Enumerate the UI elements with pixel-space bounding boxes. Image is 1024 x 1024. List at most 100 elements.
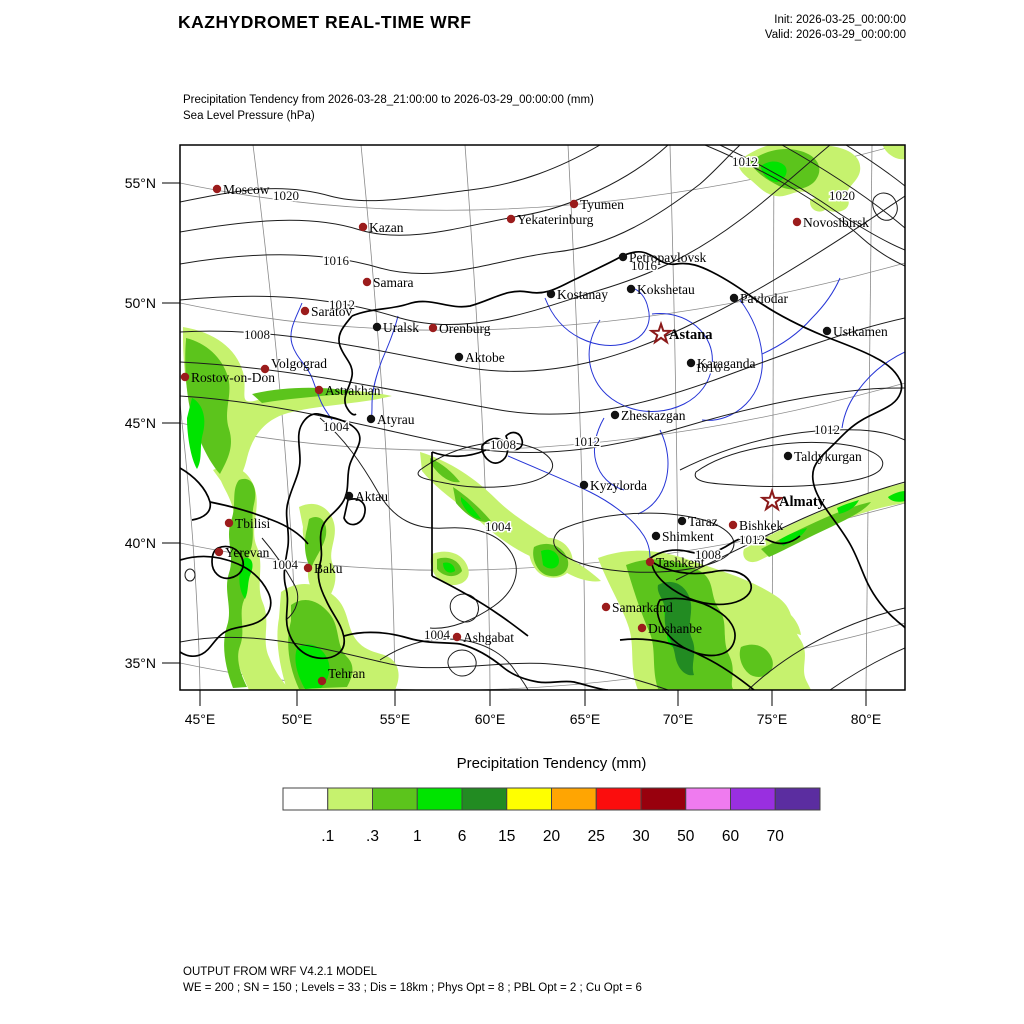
city-moscow-label: Moscow (223, 182, 270, 197)
city-astrakhan-marker (314, 385, 324, 395)
city-taldykurgan-marker (783, 451, 793, 461)
rivers-and-oblast-borders (290, 277, 905, 561)
city-tehran-marker (317, 676, 327, 686)
subtitle-slp: Sea Level Pressure (hPa) (183, 110, 315, 122)
city-tbilisi-label: Tbilisi (235, 516, 271, 531)
init-time: Init: 2026-03-25_00:00:00 (774, 14, 906, 26)
city-saratov-label: Saratov (311, 304, 352, 319)
colorbar-cell (595, 787, 642, 811)
isobar-label: 1012 (574, 434, 600, 449)
lon-tick-label: 60°E (475, 711, 506, 727)
lon-tick-label: 55°E (380, 711, 411, 727)
colorbar-tick-label: 70 (767, 828, 785, 845)
city-astrakhan-label: Astrakhan (325, 383, 381, 398)
city-tashkent-marker (645, 557, 655, 567)
city-tyumen-marker (569, 199, 579, 209)
city-ustkamen-marker (822, 326, 832, 336)
isobar-label: 1012 (739, 532, 765, 547)
colorbar-title: Precipitation Tendency (mm) (456, 755, 647, 772)
city-zheskazgan-label: Zheskazgan (621, 408, 686, 423)
city-samarkand-marker (601, 602, 611, 612)
isobar-labels: 1020 1012 1020 1016 1016 1012 1008 1016 1004 1012… (243, 153, 857, 644)
city-shimkent-label: Shimkent (662, 529, 714, 544)
city-pavlodar-label: Pavlodar (740, 291, 788, 306)
city-kyzylorda-label: Kyzylorda (590, 478, 647, 493)
city-uralsk-label: Uralsk (383, 320, 419, 335)
lat-tick-label: 55°N (125, 175, 156, 191)
colorbar-cell (551, 787, 597, 811)
lon-tick-label: 50°E (282, 711, 313, 727)
city-aktobe-marker (454, 352, 464, 362)
city-ashgabat-marker (452, 632, 462, 642)
isobar-label: 1016 (631, 258, 658, 273)
city-rostov-on-don-marker (180, 372, 190, 382)
colorbar-cell (282, 787, 329, 811)
map-frame (179, 144, 906, 691)
axis-ticks: 55°N 50°N 45°N 40°N 35°N 45°E 50°E 55°E 60°E 65°E… (125, 175, 882, 727)
footer-config: WE = 200 ; SN = 150 ; Levels = 33 ; Dis … (183, 982, 642, 994)
colorbar-tick-label: 6 (458, 828, 467, 845)
city-novosibirsk-marker (792, 217, 802, 227)
city-uralsk-marker (372, 322, 382, 332)
city-orenburg-marker (428, 323, 438, 333)
city-taldykurgan-label: Taldykurgan (794, 449, 862, 464)
city-tyumen-label: Tyumen (580, 197, 624, 212)
city-kostanay-label: Kostanay (557, 287, 608, 302)
city-samara-label: Samara (373, 275, 413, 290)
colorbar-cell (774, 787, 821, 811)
lon-tick-label: 80°E (851, 711, 882, 727)
colorbar-cell (730, 787, 776, 811)
colorbar-tick-label: 25 (588, 828, 605, 845)
city-baku-marker (303, 563, 313, 573)
city-rostov-on-don-label: Rostov-on-Don (191, 370, 275, 385)
lat-tick-label: 40°N (125, 535, 156, 551)
field-subtitle: Precipitation Tendency from 2026-03-28_2… (183, 92, 594, 124)
colorbar-cell (372, 787, 418, 811)
city-kokshetau-label: Kokshetau (637, 282, 695, 297)
city-samarkand-label: Samarkand (612, 600, 673, 615)
city-tashkent-label: Tashkent (656, 555, 705, 570)
city-moscow-marker (212, 184, 222, 194)
pressure-contours (180, 145, 905, 690)
footer-model: OUTPUT FROM WRF V4.2.1 MODEL (183, 966, 378, 978)
city-novosibirsk-label: Novosibirsk (803, 215, 869, 230)
city-yekaterinburg-marker (506, 214, 516, 224)
city-astana-label: Astana (669, 327, 713, 343)
isobar-label: 1008 (490, 437, 516, 452)
isobar-label: 1008 (244, 327, 270, 342)
city-aktau-label: Aktau (355, 489, 388, 504)
colorbar-cell (416, 787, 463, 811)
colorbar-cell (685, 787, 731, 811)
city-karaganda-marker (686, 358, 696, 368)
isobar-label: 1020 (273, 188, 299, 203)
colorbar-cell (506, 787, 552, 811)
city-ashgabat-label: Ashgabat (463, 630, 514, 645)
colorbar-tick-label: .1 (321, 828, 334, 845)
city-samara-marker (362, 277, 372, 287)
city-karaganda-label: Karaganda (697, 356, 755, 371)
subtitle-precip: Precipitation Tendency from 2026-03-28_2… (183, 94, 594, 106)
lon-tick-label: 65°E (570, 711, 601, 727)
city-aktobe-label: Aktobe (465, 350, 505, 365)
isobar-label: 1004 (323, 419, 350, 434)
colorbar-tick-label: 15 (498, 828, 515, 845)
colorbar-cell (327, 787, 373, 811)
city-saratov-marker (300, 306, 310, 316)
model-footer: OUTPUT FROM WRF V4.2.1 MODEL WE = 200 ; … (183, 964, 642, 996)
city-volgograd-label: Volgograd (271, 356, 327, 371)
page-title: KAZHYDROMET REAL-TIME WRF (178, 12, 472, 32)
isobar-label: 1004 (272, 557, 299, 572)
city-baku-label: Baku (314, 561, 343, 576)
city-petropavlovsk-label: Petropavlovsk (629, 250, 706, 265)
isobar-label: 1004 (485, 519, 512, 534)
city-taraz-marker (677, 516, 687, 526)
lat-tick-label: 45°N (125, 415, 156, 431)
city-atyrau-marker (366, 414, 376, 424)
city-ustkamen-label: Ustkamen (833, 324, 888, 339)
city-taraz-label: Taraz (688, 514, 718, 529)
isobar-label: 1016 (695, 360, 722, 375)
lon-tick-label: 45°E (185, 711, 216, 727)
city-atyrau-label: Atyrau (377, 412, 415, 427)
isobar-label: 1012 (814, 422, 840, 437)
